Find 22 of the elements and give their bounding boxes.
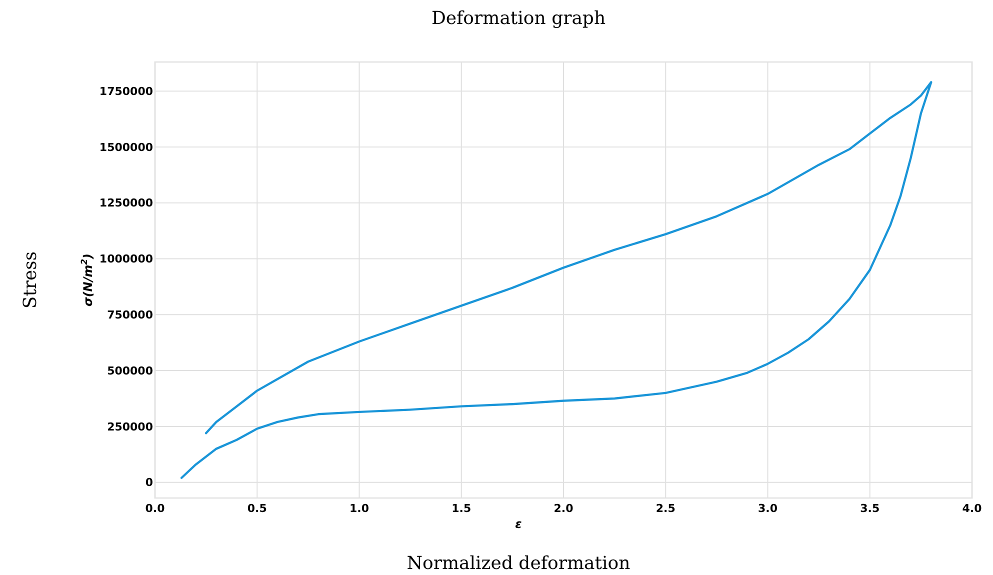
- x-axis-title: ε: [515, 517, 522, 531]
- x-tick-label: 4.0: [962, 502, 982, 515]
- y-tick-label: 1750000: [99, 84, 154, 98]
- x-tick-label: 2.0: [554, 502, 574, 515]
- text: Stress: [20, 251, 41, 309]
- y-tick-label: 250000: [107, 420, 154, 434]
- line-series: [180, 81, 932, 479]
- x-tick-label: 3.0: [758, 502, 778, 515]
- y-tick-label: 750000: [107, 308, 154, 322]
- x-tick-label: 1.0: [350, 502, 370, 515]
- y-tick-label: 1250000: [99, 196, 154, 210]
- x-tick-label: 0.0: [145, 502, 166, 515]
- y-tick-label: 1500000: [99, 140, 154, 154]
- text: Normalized deformation: [406, 553, 631, 574]
- x-tick-label: 2.5: [656, 502, 676, 515]
- y-tick-label: 1000000: [99, 252, 154, 266]
- x-tick-label: 3.5: [860, 502, 880, 515]
- x-tick-label: 1.5: [452, 502, 472, 515]
- y-tick-label: 0: [145, 476, 154, 490]
- x-tick-label: 0.5: [247, 502, 267, 515]
- y-tick-label: 500000: [107, 364, 154, 378]
- chart-title: Deformation graph: [431, 8, 606, 29]
